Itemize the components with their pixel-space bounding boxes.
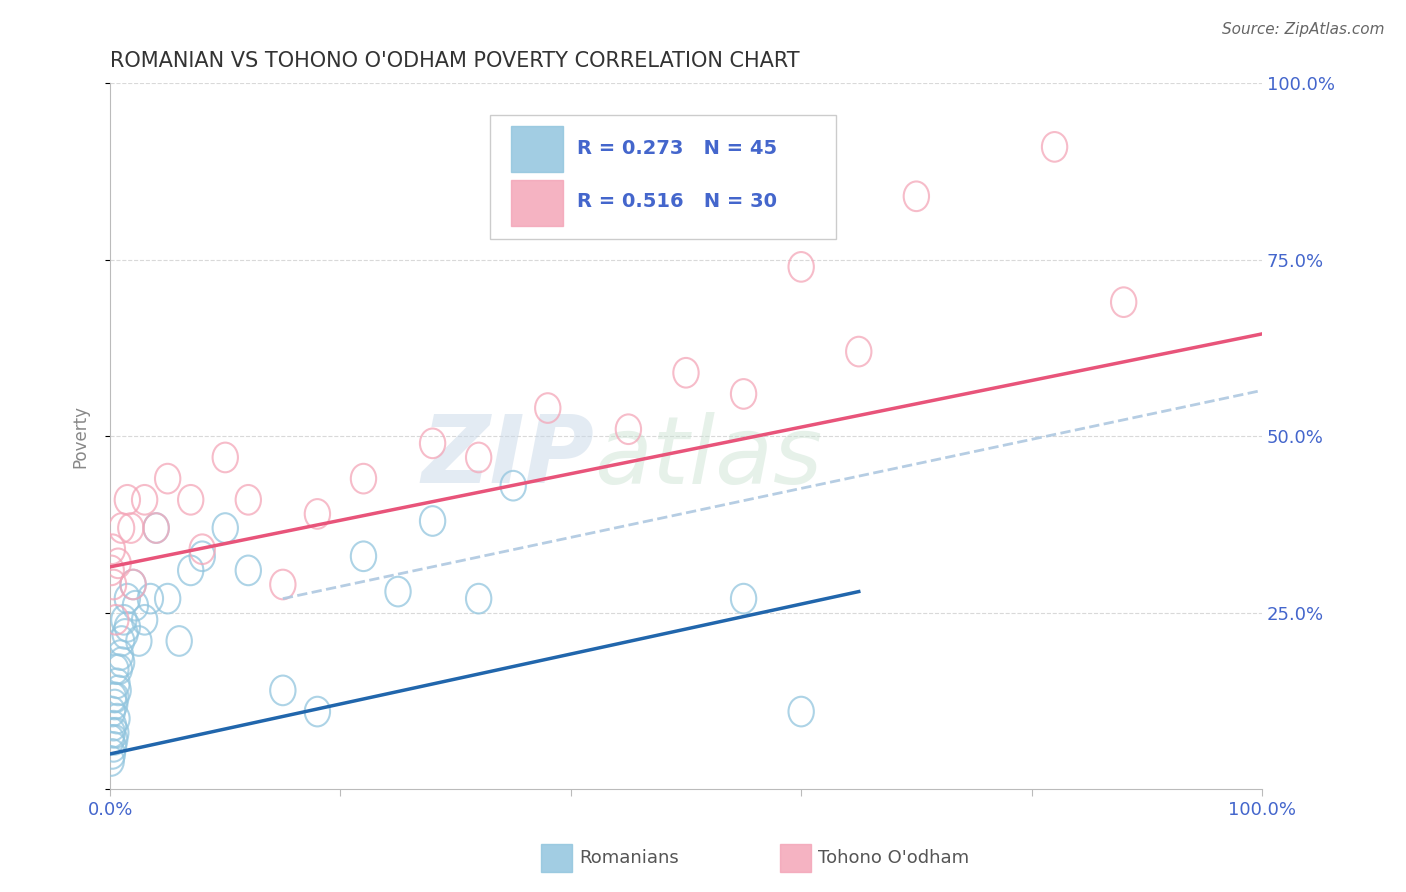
Bar	[510, 126, 562, 171]
Text: Romanians: Romanians	[579, 849, 679, 867]
Text: Tohono O'odham: Tohono O'odham	[818, 849, 969, 867]
Text: atlas: atlas	[593, 412, 823, 503]
Text: R = 0.516   N = 30: R = 0.516 N = 30	[576, 193, 776, 211]
FancyBboxPatch shape	[491, 115, 835, 239]
Text: ROMANIAN VS TOHONO O'ODHAM POVERTY CORRELATION CHART: ROMANIAN VS TOHONO O'ODHAM POVERTY CORRE…	[110, 51, 800, 70]
Text: ZIP: ZIP	[420, 411, 593, 503]
Text: R = 0.273   N = 45: R = 0.273 N = 45	[576, 139, 776, 158]
Bar	[510, 180, 562, 226]
Y-axis label: Poverty: Poverty	[72, 405, 89, 467]
Text: Source: ZipAtlas.com: Source: ZipAtlas.com	[1222, 22, 1385, 37]
